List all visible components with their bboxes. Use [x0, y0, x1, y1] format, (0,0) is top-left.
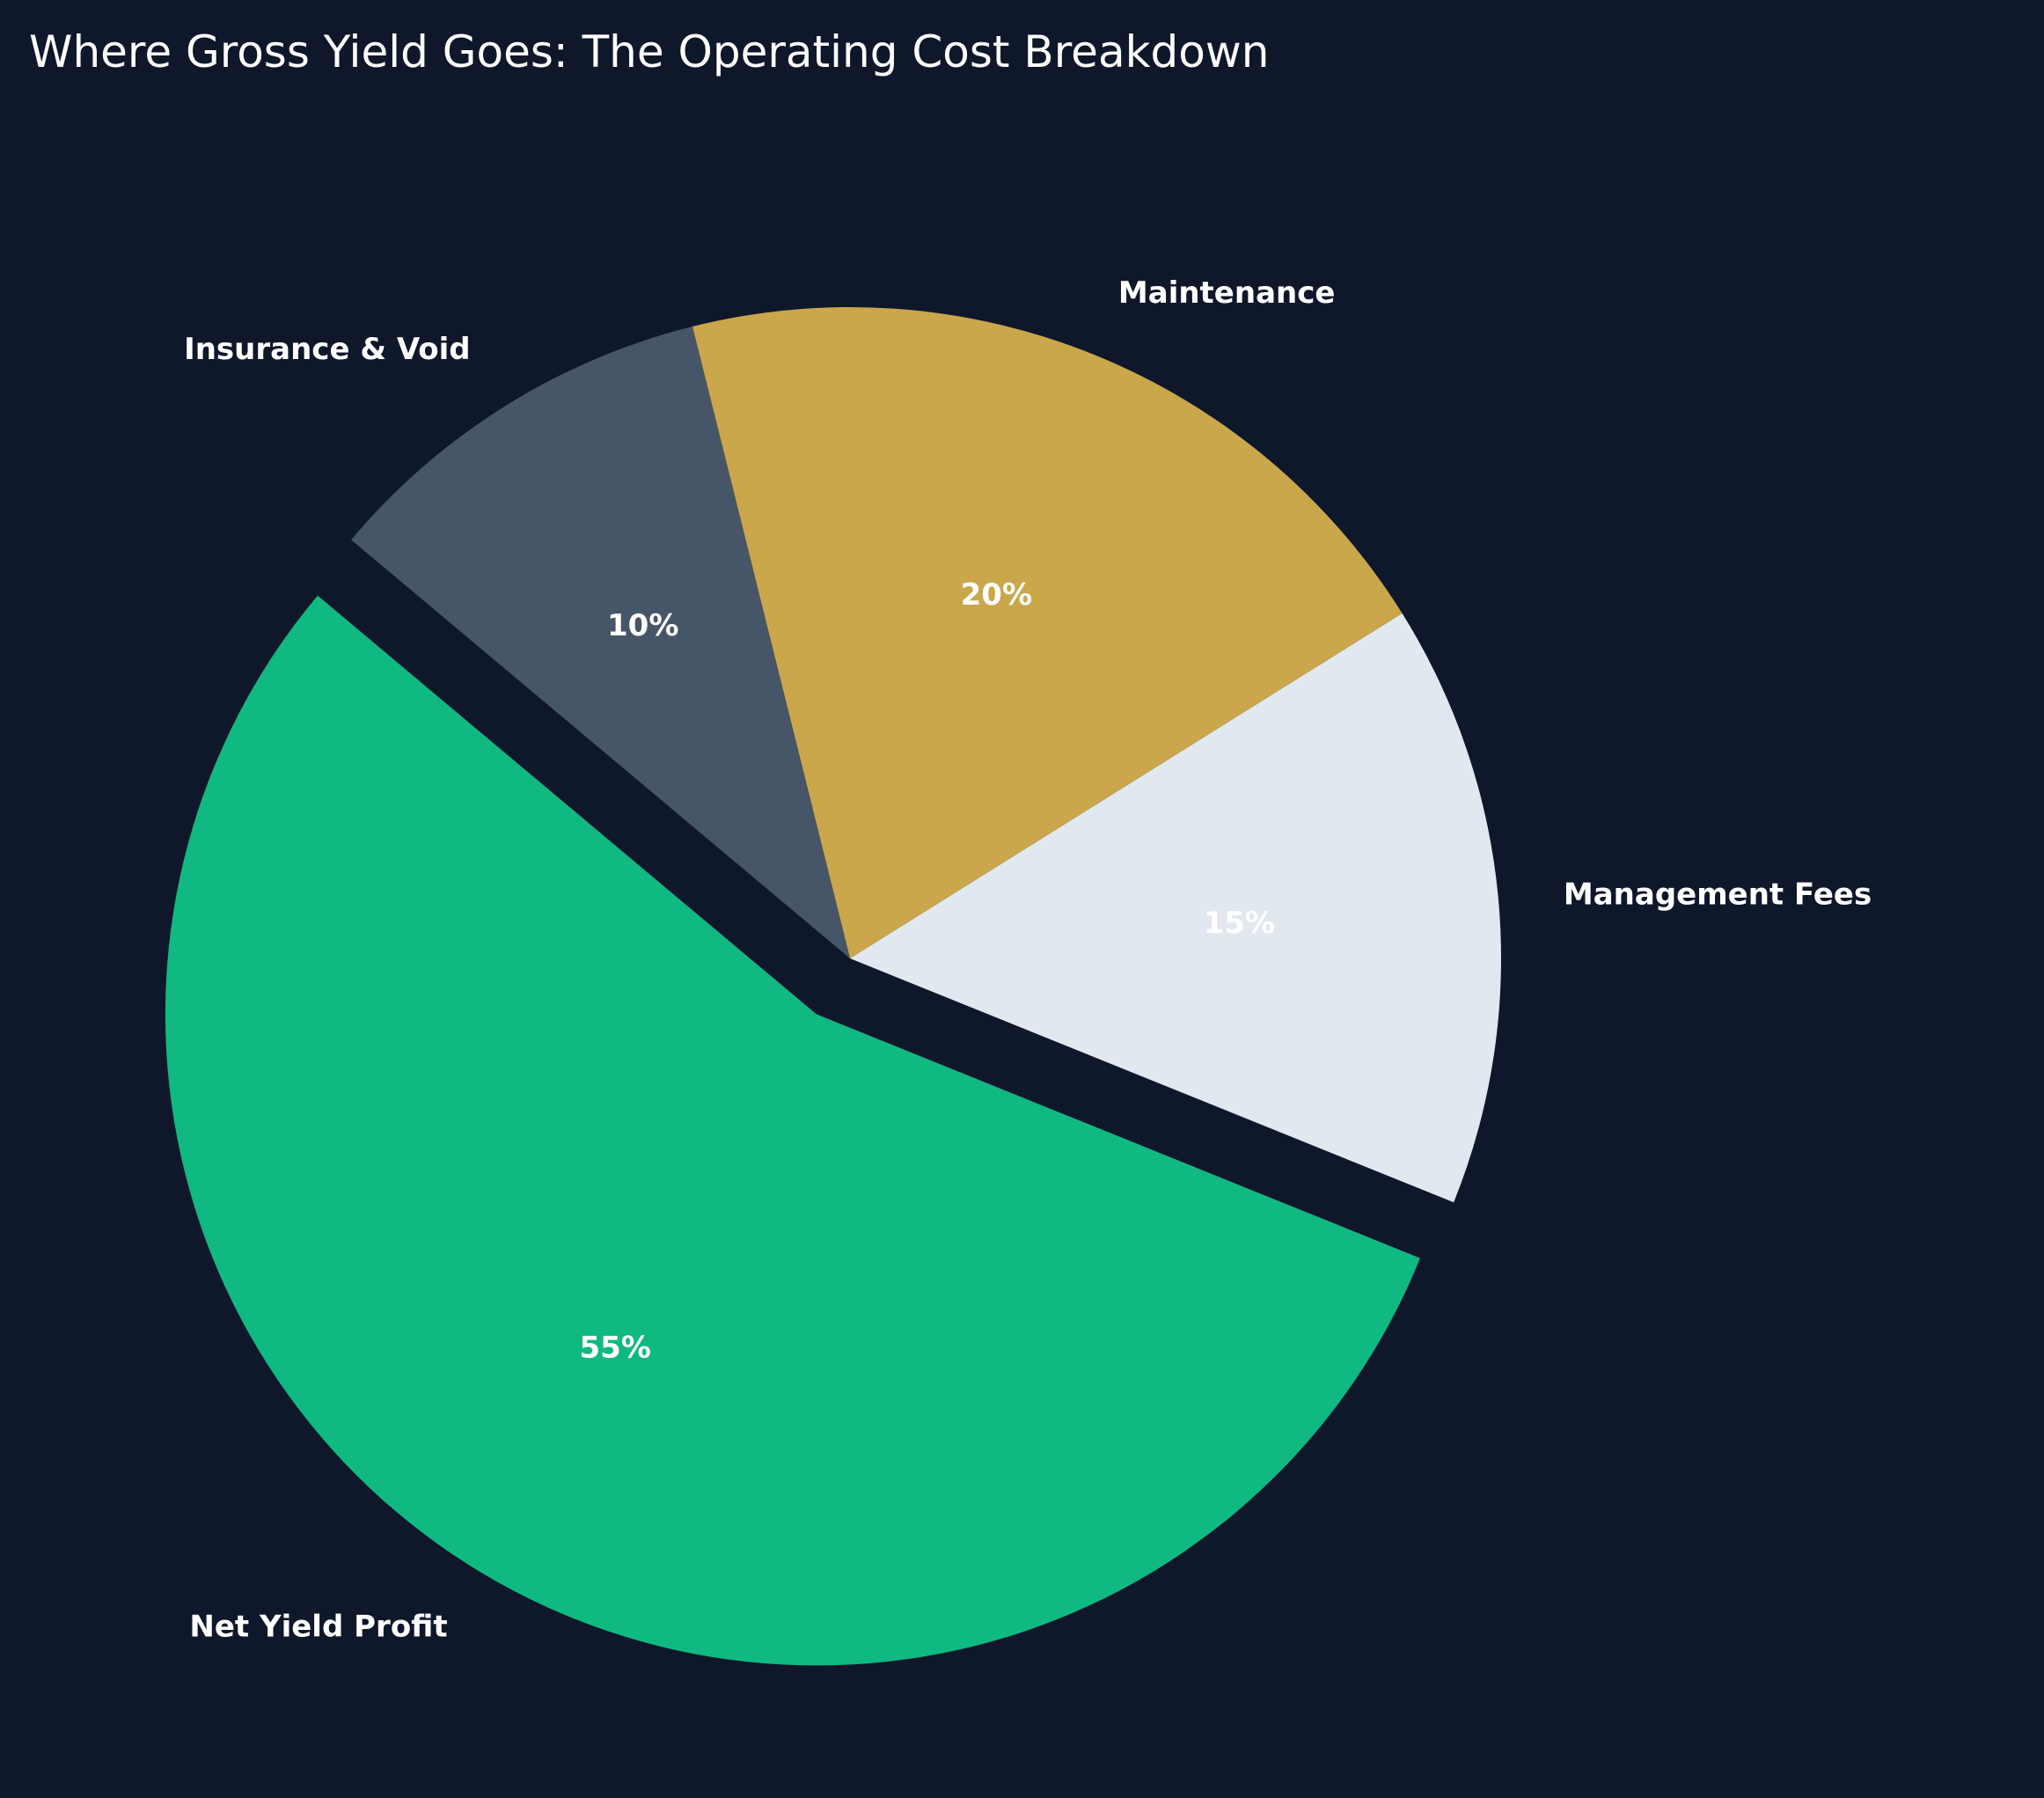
pie-slice: [165, 595, 1421, 1666]
slice-label: Management Fees: [1564, 877, 1872, 913]
value-label: 20%: [961, 577, 1032, 613]
pie: Net Yield Profit 55% Management Fees 15% Mai…: [165, 275, 1872, 1666]
value-label: 15%: [1204, 906, 1275, 941]
value-label: 55%: [580, 1331, 651, 1366]
slice-label: Net Yield Profit: [189, 1610, 447, 1645]
chart-title: Where Gross Yield Goes: The Operating Co…: [29, 26, 1269, 77]
pie-slice: [692, 306, 1403, 958]
value-label: 10%: [607, 608, 678, 643]
pie-slice: [351, 326, 851, 958]
slice-label: Maintenance: [1118, 275, 1336, 311]
slice-label: Insurance & Void: [184, 332, 471, 367]
pie-slice: [850, 613, 1501, 1203]
